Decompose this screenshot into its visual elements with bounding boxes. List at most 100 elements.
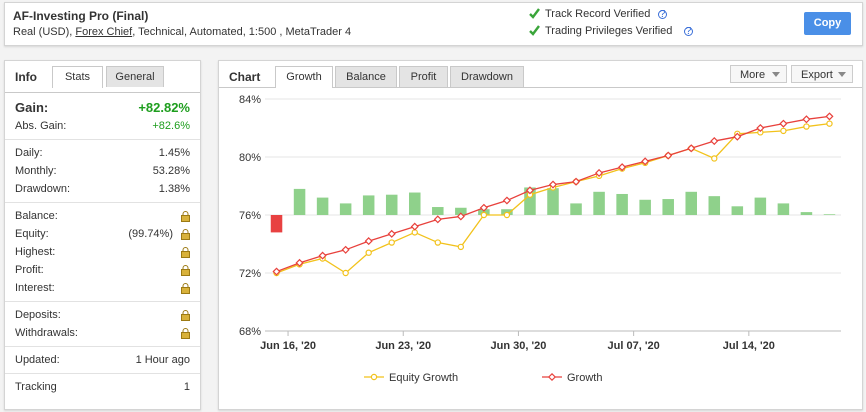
point bbox=[711, 155, 718, 162]
info-section: Tracking 1 bbox=[5, 374, 200, 400]
bar bbox=[409, 192, 421, 215]
tab[interactable]: Stats bbox=[52, 66, 103, 88]
info-row: Highest: bbox=[5, 243, 200, 261]
account-line: Real (USD), Forex Chief, Technical, Auto… bbox=[13, 26, 351, 38]
bar bbox=[455, 207, 467, 215]
tab[interactable]: Balance bbox=[335, 66, 397, 87]
legend-label: Equity Growth bbox=[389, 372, 458, 384]
point bbox=[341, 245, 350, 254]
svg-text:?: ? bbox=[659, 10, 665, 19]
bar bbox=[800, 212, 813, 215]
point bbox=[687, 144, 696, 153]
row-value: +82.82% bbox=[138, 99, 190, 115]
copy-button[interactable]: Copy bbox=[804, 12, 851, 35]
point bbox=[525, 186, 535, 195]
row-label: Equity: bbox=[15, 228, 49, 240]
bar bbox=[547, 188, 559, 215]
info-section: Deposits: Withdrawals: bbox=[5, 302, 200, 347]
bar bbox=[570, 203, 582, 215]
point bbox=[826, 120, 833, 127]
row-label: Abs. Gain: bbox=[15, 120, 67, 132]
bar bbox=[754, 197, 767, 215]
bar bbox=[708, 196, 721, 215]
point bbox=[479, 203, 488, 212]
verification-text: Trading Privileges Verified bbox=[545, 25, 673, 37]
y-tick-label: 76% bbox=[239, 210, 261, 222]
system-title: AF-Investing Pro (Final) bbox=[13, 9, 149, 23]
tab[interactable]: General bbox=[106, 66, 164, 87]
info-row: Deposits: bbox=[5, 306, 200, 324]
row-value: 1 Hour ago bbox=[135, 354, 190, 366]
lock-icon bbox=[181, 228, 190, 240]
row-label: Highest: bbox=[15, 246, 56, 258]
tab[interactable]: Drawdown bbox=[450, 66, 524, 87]
bar bbox=[362, 195, 375, 215]
row-label: Drawdown: bbox=[15, 183, 71, 195]
info-row: Updated: 1 Hour ago bbox=[5, 351, 200, 369]
tab[interactable]: Growth bbox=[275, 66, 333, 88]
point bbox=[410, 222, 419, 231]
account-details: , Technical, Automated, 1:500 , MetaTrad… bbox=[132, 26, 352, 38]
info-section: Gain: +82.82% Abs. Gain: +82.6% bbox=[5, 93, 200, 140]
menu-label: More bbox=[740, 69, 766, 81]
row-label: Tracking bbox=[15, 381, 57, 393]
lock-icon bbox=[181, 309, 190, 321]
chart-label: Chart bbox=[229, 70, 261, 84]
bar bbox=[593, 191, 605, 215]
bar bbox=[823, 214, 836, 215]
point bbox=[388, 239, 395, 246]
row-value: 1.38% bbox=[158, 183, 190, 195]
point bbox=[318, 251, 327, 260]
point bbox=[387, 229, 396, 238]
point bbox=[595, 168, 604, 177]
point bbox=[503, 211, 511, 219]
tab[interactable]: Profit bbox=[399, 66, 448, 87]
bar bbox=[339, 203, 352, 215]
help-icon: ? bbox=[658, 10, 667, 19]
info-row: Daily: 1.45% bbox=[5, 144, 200, 162]
info-row: Equity: (99.74%) bbox=[5, 225, 200, 243]
lock-icon bbox=[181, 246, 190, 258]
legend-marker bbox=[370, 373, 378, 381]
info-section: Updated: 1 Hour ago bbox=[5, 347, 200, 374]
info-row: Drawdown: 1.38% bbox=[5, 180, 200, 198]
info-row: Interest: bbox=[5, 279, 200, 297]
legend-label: Growth bbox=[567, 372, 602, 384]
menu-button[interactable]: More bbox=[730, 65, 787, 83]
bar bbox=[731, 206, 744, 215]
y-tick-label: 80% bbox=[239, 152, 261, 164]
bar bbox=[685, 191, 697, 215]
row-value: 53.28% bbox=[152, 165, 190, 177]
row-label: Deposits: bbox=[15, 309, 61, 321]
lock-icon bbox=[181, 282, 190, 294]
lock-icon bbox=[181, 327, 190, 339]
lock-icon bbox=[181, 264, 190, 276]
bar bbox=[777, 203, 790, 215]
row-value: 1.45% bbox=[158, 147, 190, 159]
lock-icon bbox=[181, 210, 190, 222]
info-panel: Info Gain: +82.82% Abs. Gain: +82.6% Daily: 1… bbox=[4, 60, 201, 410]
bar bbox=[270, 215, 283, 233]
y-tick-label: 72% bbox=[239, 268, 261, 280]
y-tick-label: 68% bbox=[239, 326, 261, 338]
point bbox=[756, 123, 765, 133]
row-label: Profit: bbox=[15, 264, 44, 276]
info-section: Balance: Equity: (99.74%) Highest: Profit: In… bbox=[5, 203, 200, 302]
x-tick-label: Jun 16, '20 bbox=[260, 340, 316, 352]
bar bbox=[524, 187, 536, 215]
info-row: Monthly: 53.28% bbox=[5, 162, 200, 180]
point bbox=[272, 267, 281, 276]
check-icon bbox=[529, 8, 540, 19]
row-label: Withdrawals: bbox=[15, 327, 78, 339]
point bbox=[480, 211, 488, 219]
info-row: Tracking 1 bbox=[5, 378, 200, 396]
row-value: 1 bbox=[183, 381, 190, 393]
point bbox=[802, 115, 811, 124]
row-label: Updated: bbox=[15, 354, 60, 366]
menu-button[interactable]: Export bbox=[791, 65, 853, 83]
x-tick-label: Jul 07, '20 bbox=[608, 340, 660, 352]
broker-link[interactable]: Forex Chief bbox=[75, 26, 133, 38]
point bbox=[803, 123, 810, 130]
help-icon: ? bbox=[684, 27, 693, 36]
